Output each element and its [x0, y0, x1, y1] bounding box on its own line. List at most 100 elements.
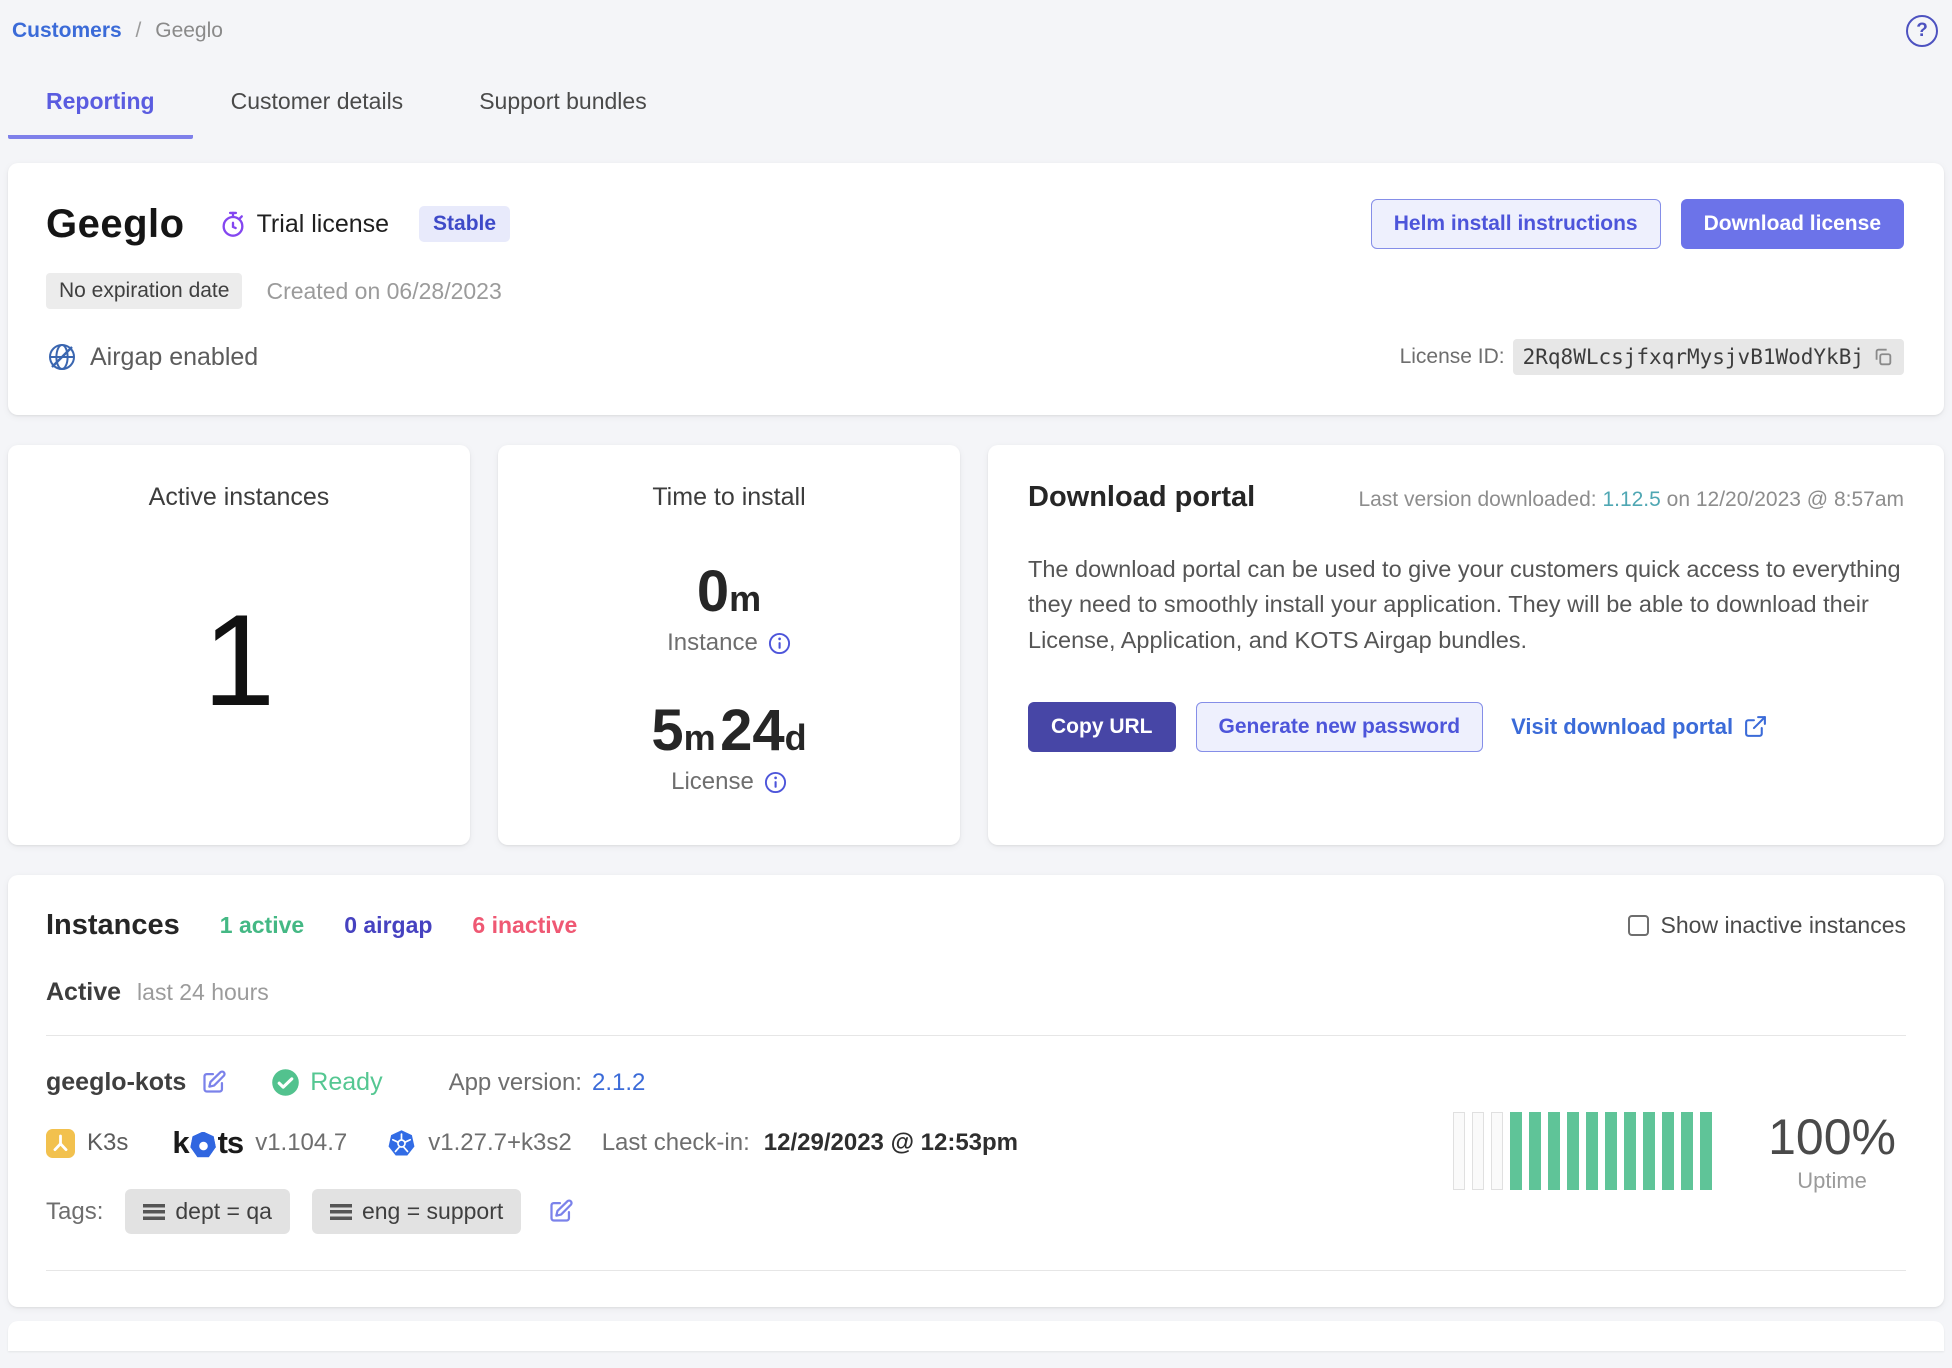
- tab-support-bundles[interactable]: Support bundles: [479, 88, 647, 114]
- info-icon[interactable]: [768, 632, 791, 655]
- tab-bar: Reporting Customer details Support bundl…: [8, 70, 1944, 139]
- kots-logo: k ts: [172, 1125, 245, 1161]
- active-instances-value: 1: [202, 586, 276, 733]
- kots-logo-ts: ts: [217, 1125, 245, 1160]
- globe-slash-icon: [46, 341, 78, 373]
- generate-new-password-button[interactable]: Generate new password: [1195, 701, 1484, 752]
- uptime-bar-filled: [1529, 1112, 1542, 1190]
- instance-time-unit: m: [729, 578, 762, 619]
- uptime-bar-empty: [1491, 1112, 1504, 1190]
- instance-install-time: 0m: [697, 558, 761, 625]
- edit-tags-icon[interactable]: [547, 1198, 574, 1225]
- show-inactive-label: Show inactive instances: [1660, 912, 1906, 938]
- download-portal-description: The download portal can be used to give …: [1028, 556, 1901, 653]
- active-section-range: last 24 hours: [137, 979, 269, 1005]
- kots-logo-o: [190, 1131, 216, 1158]
- help-icon[interactable]: ?: [1906, 15, 1938, 47]
- uptime-label: Uptime: [1797, 1168, 1867, 1193]
- breadcrumb: Customers / Geeglo: [12, 19, 223, 43]
- helm-install-instructions-button[interactable]: Helm install instructions: [1370, 199, 1661, 249]
- info-icon[interactable]: [764, 771, 787, 794]
- instances-title: Instances: [46, 909, 180, 941]
- channel-badge: Stable: [419, 206, 511, 242]
- stopwatch-icon: [219, 210, 247, 238]
- license-id-text: 2Rq8WLcsjfxqrMysjvB1WodYkBj: [1522, 345, 1864, 369]
- check-circle-icon: [271, 1068, 300, 1097]
- customer-name: Geeglo: [46, 201, 185, 246]
- instance-name: geeglo-kots: [46, 1068, 187, 1096]
- airgap-enabled-label: Airgap enabled: [90, 342, 259, 371]
- app-version-link[interactable]: 2.1.2: [591, 1068, 646, 1096]
- kubernetes-icon: [387, 1129, 416, 1158]
- uptime-bar-empty: [1472, 1112, 1485, 1190]
- breadcrumb-separator: /: [135, 19, 142, 42]
- tag-text: eng = support: [361, 1198, 504, 1224]
- license-id-label: License ID:: [1399, 345, 1505, 368]
- license-time-unit-2: d: [784, 717, 807, 758]
- uptime-bars: [1453, 1112, 1713, 1190]
- uptime-bar-filled: [1567, 1112, 1580, 1190]
- tag-badge: dept = qa: [125, 1189, 290, 1234]
- time-to-install-card: Time to install 0m Instance 5m 24d Licen…: [498, 445, 960, 845]
- tags-label: Tags:: [46, 1197, 104, 1225]
- last-version-downloaded: Last version downloaded: 1.12.5 on 12/20…: [1358, 488, 1904, 512]
- edit-name-icon[interactable]: [200, 1069, 227, 1096]
- license-time-number-1: 5: [651, 698, 684, 763]
- kots-logo-k: k: [172, 1125, 189, 1160]
- status-text: Ready: [310, 1068, 383, 1096]
- copy-icon[interactable]: [1872, 346, 1894, 368]
- divider: [46, 1270, 1906, 1271]
- last-version-suffix: on 12/20/2023 @ 8:57am: [1660, 488, 1904, 511]
- k8s-version: v1.27.7+k3s2: [428, 1129, 572, 1156]
- license-type-label: Trial license: [256, 209, 390, 238]
- external-link-icon: [1743, 714, 1768, 739]
- app-version-label: App version:: [448, 1068, 582, 1096]
- breadcrumb-customers-link[interactable]: Customers: [12, 19, 122, 42]
- instances-card: Instances 1 active 0 airgap 6 inactive S…: [8, 875, 1944, 1307]
- status-badge: Ready: [271, 1068, 383, 1097]
- k3s-icon: [46, 1128, 75, 1158]
- uptime-bar-filled: [1643, 1112, 1656, 1190]
- last-version-link[interactable]: 1.12.5: [1602, 488, 1661, 511]
- active-instances-card: Active instances 1: [8, 445, 470, 845]
- license-id-value[interactable]: 2Rq8WLcsjfxqrMysjvB1WodYkBj: [1512, 339, 1904, 375]
- copy-url-button[interactable]: Copy URL: [1028, 701, 1176, 752]
- license-time-label: License: [671, 768, 754, 795]
- visit-download-portal-link[interactable]: Visit download portal: [1511, 714, 1768, 740]
- license-time-number-2: 24: [720, 698, 785, 763]
- active-section-header: Active: [46, 978, 122, 1006]
- tag-text: dept = qa: [175, 1198, 272, 1224]
- uptime-bar-empty: [1453, 1112, 1466, 1190]
- breadcrumb-current: Geeglo: [155, 19, 223, 42]
- download-license-button[interactable]: Download license: [1680, 199, 1904, 249]
- download-portal-card: Download portal Last version downloaded:…: [988, 445, 1944, 845]
- visit-download-portal-label: Visit download portal: [1511, 713, 1734, 739]
- inactive-count[interactable]: 6 inactive: [472, 912, 578, 938]
- uptime-bar-filled: [1605, 1112, 1618, 1190]
- active-instances-title: Active instances: [148, 483, 330, 511]
- tab-customer-details[interactable]: Customer details: [230, 88, 404, 114]
- uptime-bar-filled: [1548, 1112, 1561, 1190]
- distribution-label: K3s: [87, 1129, 129, 1156]
- created-date: Created on 06/28/2023: [266, 277, 502, 304]
- instance-row: geeglo-kots Ready App version: 2.1.2: [46, 1036, 1906, 1270]
- show-inactive-checkbox[interactable]: [1627, 915, 1649, 936]
- last-checkin-label: Last check-in:: [601, 1129, 750, 1156]
- time-to-install-title: Time to install: [652, 483, 806, 511]
- download-portal-title: Download portal: [1028, 481, 1256, 513]
- expiration-badge: No expiration date: [46, 273, 243, 309]
- uptime-value: 100%: [1768, 1109, 1896, 1165]
- uptime-bar-filled: [1624, 1112, 1637, 1190]
- divider: [46, 1035, 1906, 1036]
- tag-icon: [143, 1203, 166, 1220]
- next-card-edge: [8, 1321, 1944, 1351]
- airgap-count[interactable]: 0 airgap: [344, 912, 433, 938]
- instance-time-label: Instance: [667, 629, 758, 656]
- kots-version: v1.104.7: [255, 1129, 348, 1156]
- license-time-unit-1: m: [683, 717, 716, 758]
- active-count[interactable]: 1 active: [219, 912, 305, 938]
- uptime-bar-filled: [1510, 1112, 1523, 1190]
- tab-reporting[interactable]: Reporting: [8, 70, 193, 139]
- last-version-prefix: Last version downloaded:: [1358, 488, 1603, 511]
